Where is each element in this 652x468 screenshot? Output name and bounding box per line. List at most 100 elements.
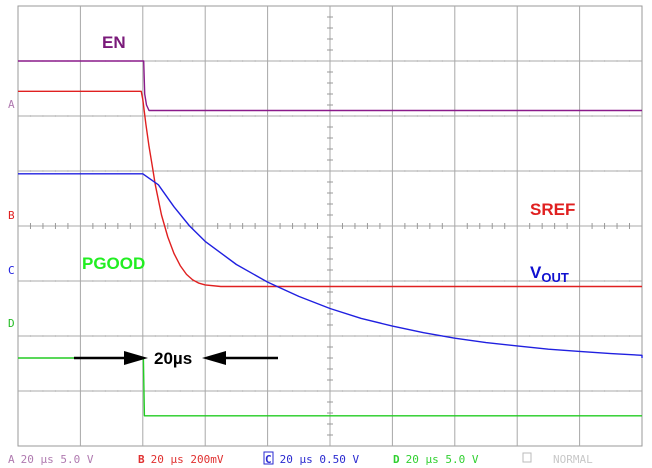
grid-dot (54, 280, 57, 282)
grid-dot (504, 390, 506, 392)
grid-dot (603, 335, 606, 337)
grid-dot (491, 170, 493, 172)
grid-dot (529, 115, 531, 117)
grid-dot (404, 115, 406, 117)
grid-dot (242, 280, 244, 282)
grid-dot (129, 115, 131, 117)
interval-arrow-right (74, 351, 148, 365)
trace-vout (18, 173, 643, 359)
grid-dot (229, 60, 231, 62)
footer-ch-c-text: 20 µs 0.50 V (280, 453, 360, 466)
grid-dot (229, 280, 231, 282)
grid-dot (104, 335, 106, 337)
grid-dot (42, 280, 44, 282)
grid-dot (603, 115, 606, 117)
channel-c-marker: C (8, 264, 15, 277)
grid-dot (254, 115, 256, 117)
grid-dot (104, 390, 106, 392)
grid-dot (479, 115, 481, 117)
grid-dot (117, 115, 119, 117)
grid-dot (479, 170, 481, 172)
grid-dot (179, 335, 181, 337)
grid-dot (129, 280, 131, 282)
grid-dot (379, 280, 381, 282)
grid-dot (167, 390, 169, 392)
grid-dot (104, 280, 106, 282)
grid-dot (54, 390, 57, 392)
footer-ch-a-text: 20 µs 5.0 V (21, 453, 94, 466)
grid-dot (67, 280, 69, 282)
grid-dot (429, 170, 431, 172)
grid-dot (117, 280, 119, 282)
grid-dot (441, 280, 443, 282)
grid-dot (504, 280, 506, 282)
grid-dot (279, 335, 281, 337)
grid-dot (279, 280, 281, 282)
grid-dot (491, 60, 493, 62)
grid-dot (129, 170, 131, 172)
grid-dot (54, 170, 57, 172)
grid-dot (466, 60, 468, 62)
grid-dot (316, 335, 319, 337)
grid-dot (254, 170, 256, 172)
grid-dot (254, 280, 256, 282)
grid-dot (179, 280, 181, 282)
grid-dot (154, 390, 156, 392)
grid-dot (42, 115, 44, 117)
grid-dot (628, 60, 631, 62)
grid-dot (529, 170, 531, 172)
grid-dot (404, 335, 406, 337)
grid-dot (554, 170, 556, 172)
grid-dot (354, 60, 356, 62)
grid-dot (217, 115, 219, 117)
label-vout-main: V (530, 263, 542, 282)
grid-dot (366, 115, 369, 117)
grid-dot (29, 390, 32, 392)
grid-dot (316, 170, 319, 172)
grid-dot (441, 115, 443, 117)
grid-dot (529, 335, 531, 337)
grid-dot (104, 170, 106, 172)
grid-dot (154, 335, 156, 337)
grid-dot (591, 115, 593, 117)
grid-dot (354, 335, 356, 337)
label-pgood: PGOOD (82, 254, 145, 273)
footer-ch-d-letter: D (393, 453, 400, 466)
grid-dot (404, 390, 406, 392)
grid-dot (616, 280, 618, 282)
grid-dot (354, 115, 356, 117)
grid-dot (304, 170, 306, 172)
grid-dot (416, 60, 418, 62)
grid-dot (254, 60, 256, 62)
grid-dot (67, 390, 69, 392)
grid-dot (603, 390, 606, 392)
grid-dot (341, 335, 344, 337)
grid-dot (429, 335, 431, 337)
grid-dot (117, 170, 119, 172)
grid-dot (554, 335, 556, 337)
grid-dot (379, 335, 381, 337)
interval-arrow-left (202, 351, 278, 365)
grid-dot (29, 280, 32, 282)
grid-dot (29, 335, 32, 337)
grid-dot (491, 280, 493, 282)
grid-dot (366, 280, 369, 282)
grid-dot (67, 170, 69, 172)
trace-sref (18, 90, 642, 288)
grid-dot (104, 115, 106, 117)
grid-dot (554, 280, 556, 282)
grid-dot (92, 170, 94, 172)
grid-dot (354, 280, 356, 282)
grid-dot (566, 60, 568, 62)
grid-dot (541, 280, 543, 282)
grid-dot (416, 390, 418, 392)
grid-dot (192, 170, 194, 172)
grid-dot (554, 60, 556, 62)
grid-dot (416, 280, 418, 282)
grid-dot (167, 170, 169, 172)
grid-dot (242, 115, 244, 117)
grid-dot (603, 60, 606, 62)
grid-dot (504, 115, 506, 117)
grid-dot (628, 170, 631, 172)
